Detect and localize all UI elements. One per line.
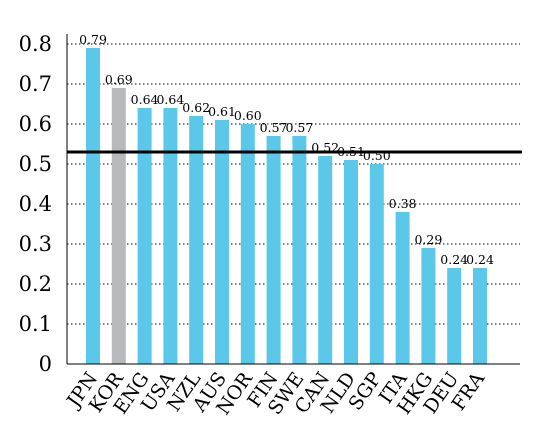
x-axis: JPNKORENGUSANZLAUSNORFINSWECANNLDSGPITAH…	[62, 363, 520, 419]
bar-ita	[395, 212, 410, 364]
bar-deu	[447, 268, 462, 364]
bar-nor	[240, 124, 255, 364]
y-tick-label: 0.2	[19, 272, 52, 296]
y-tick-label: 0.5	[19, 152, 52, 176]
data-label-hkg: 0.29	[414, 232, 442, 247]
data-label-jpn: 0.79	[79, 32, 107, 47]
bar-usa	[163, 108, 178, 364]
data-labels: 0.790.690.640.640.620.610.600.570.570.52…	[79, 32, 494, 267]
data-label-deu: 0.24	[440, 252, 468, 267]
bar-swe	[292, 136, 307, 364]
data-label-fra: 0.24	[466, 252, 494, 267]
data-label-nor: 0.60	[234, 108, 262, 123]
bar-nld	[344, 160, 358, 364]
data-label-nld: 0.51	[337, 144, 365, 159]
y-tick-label: 0.8	[19, 32, 52, 56]
y-tick-label: 0.3	[19, 232, 52, 256]
data-label-usa: 0.64	[156, 92, 184, 107]
bar-eng	[137, 108, 152, 364]
bar-sgp	[369, 164, 384, 364]
bars	[86, 48, 487, 364]
bar-can	[318, 156, 333, 364]
data-label-ita: 0.38	[389, 196, 417, 211]
y-tick-label: 0.1	[19, 312, 52, 336]
bar-fra	[473, 268, 487, 364]
data-label-kor: 0.69	[105, 72, 133, 87]
data-label-nzl: 0.62	[182, 100, 210, 115]
bar-jpn	[86, 48, 100, 364]
bar-kor	[111, 88, 126, 364]
data-label-eng: 0.64	[131, 92, 159, 107]
data-label-swe: 0.57	[285, 120, 313, 135]
y-tick-label: 0.6	[19, 112, 52, 136]
grid-lines	[67, 43, 520, 325]
bar-nzl	[189, 116, 204, 364]
bar-fin	[266, 136, 281, 364]
y-axis: 0 0.1 0.2 0.3 0.4 0.5 0.6 0.7 0.8	[19, 32, 68, 376]
bar-aus	[215, 120, 229, 364]
bar-hkg	[421, 248, 436, 364]
y-tick-label: 0.7	[19, 72, 52, 96]
data-label-fin: 0.57	[260, 120, 288, 135]
data-label-aus: 0.61	[208, 104, 236, 119]
y-tick-label: 0.4	[19, 192, 52, 216]
data-label-sgp: 0.50	[363, 148, 391, 163]
data-label-can: 0.52	[311, 140, 339, 155]
y-tick-label: 0	[39, 352, 52, 376]
